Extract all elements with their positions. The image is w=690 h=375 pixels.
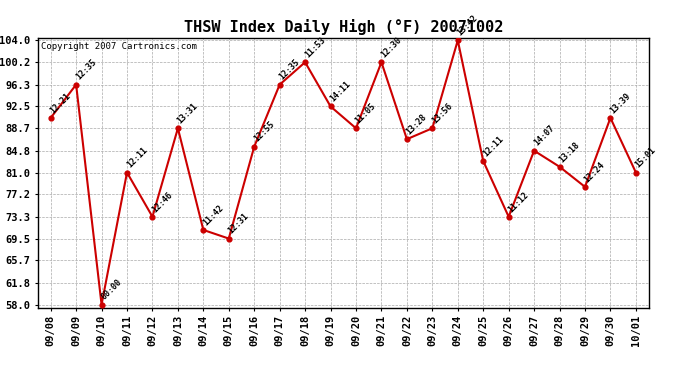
- Text: 12:24: 12:24: [583, 160, 607, 184]
- Point: [299, 59, 310, 65]
- Text: 13:56: 13:56: [430, 102, 454, 126]
- Text: Copyright 2007 Cartronics.com: Copyright 2007 Cartronics.com: [41, 42, 197, 51]
- Text: 12:11: 12:11: [481, 134, 505, 158]
- Point: [402, 136, 413, 142]
- Point: [248, 144, 259, 150]
- Point: [631, 170, 642, 176]
- Point: [427, 125, 438, 131]
- Point: [121, 170, 132, 176]
- Point: [198, 227, 209, 233]
- Text: 12:46: 12:46: [150, 190, 175, 214]
- Text: 11:42: 11:42: [201, 203, 225, 227]
- Text: 12:55: 12:55: [252, 120, 276, 144]
- Text: 13:28: 13:28: [405, 112, 428, 136]
- Point: [605, 115, 616, 121]
- Text: 13:31: 13:31: [176, 102, 199, 126]
- Text: 13:42: 13:42: [455, 13, 480, 38]
- Point: [45, 115, 56, 121]
- Point: [96, 302, 107, 307]
- Point: [529, 148, 540, 154]
- Point: [477, 158, 489, 164]
- Text: 12:35: 12:35: [74, 58, 98, 82]
- Point: [274, 82, 285, 88]
- Point: [503, 214, 514, 220]
- Point: [224, 236, 235, 242]
- Text: 14:11: 14:11: [328, 80, 353, 104]
- Title: THSW Index Daily High (°F) 20071002: THSW Index Daily High (°F) 20071002: [184, 19, 503, 35]
- Point: [376, 59, 387, 65]
- Text: 12:30: 12:30: [380, 35, 403, 59]
- Point: [554, 164, 565, 170]
- Point: [580, 184, 591, 190]
- Point: [70, 82, 81, 88]
- Text: 11:12: 11:12: [506, 190, 531, 214]
- Point: [452, 38, 463, 44]
- Text: 13:18: 13:18: [558, 140, 582, 164]
- Text: 14:07: 14:07: [532, 124, 556, 148]
- Text: 12:11: 12:11: [125, 146, 149, 170]
- Point: [147, 214, 158, 220]
- Point: [172, 125, 184, 131]
- Text: 15:01: 15:01: [633, 146, 658, 170]
- Text: 11:53: 11:53: [303, 35, 327, 59]
- Text: 12:21: 12:21: [48, 91, 72, 115]
- Text: 12:31: 12:31: [226, 212, 250, 236]
- Text: 00:00: 00:00: [99, 278, 124, 302]
- Point: [325, 104, 336, 110]
- Text: 13:39: 13:39: [609, 91, 632, 115]
- Text: 11:05: 11:05: [354, 102, 378, 126]
- Text: 12:35: 12:35: [277, 58, 302, 82]
- Point: [351, 125, 362, 131]
